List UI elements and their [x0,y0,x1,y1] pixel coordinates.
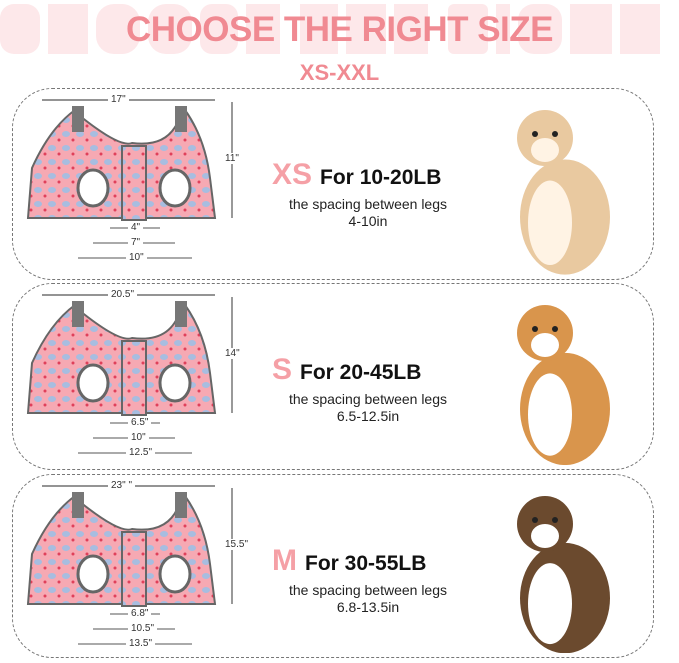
center-leg-spacing: 7" [128,237,144,248]
size-code: S [272,353,293,386]
weight-range: For 20-45LB [300,361,422,384]
spacing-label: the spacing between legs [289,582,447,598]
hammock-diagram [26,294,233,454]
hammock-diagram [26,99,233,259]
outer-leg-spacing: 13.5" [126,638,156,649]
size-panel-m [12,474,654,658]
spacing-value: 4-10in [348,213,388,229]
size-panel-s [12,283,654,470]
weight-range: For 30-55LB [305,552,427,575]
height-dimension: 15.5" [222,539,252,550]
outer-leg-spacing: 10" [126,252,147,263]
inner-leg-spacing: 4" [128,222,144,233]
height-dimension: 11" [222,153,242,164]
height-dimension: 14" [222,348,243,359]
leg-spacing-note: the spacing between legs 6.8-13.5in [262,582,474,616]
spacing-label: the spacing between legs [289,196,447,212]
size-range: XS-XXL [299,60,380,85]
center-leg-spacing: 10.5" [128,623,158,634]
size-code: XS [272,158,313,191]
size-code: M [272,544,297,577]
size-panel-xs [12,88,654,280]
leg-spacing-note: the spacing between legs 6.5-12.5in [262,391,474,425]
size-heading: XS For 10-20LB [272,158,441,192]
spacing-label: the spacing between legs [289,391,447,407]
outer-leg-spacing: 12.5" [126,447,156,458]
spacing-value: 6.5-12.5in [336,408,400,424]
leg-spacing-note: the spacing between legs 4-10in [262,196,474,230]
center-leg-spacing: 10" [128,432,149,443]
inner-leg-spacing: 6.8" [128,608,152,619]
size-heading: M For 30-55LB [272,544,426,578]
width-dimension: 23" " [108,480,136,491]
spacing-value: 6.8-13.5in [336,599,400,615]
page-title: CHOOSE THE RIGHT SIZE [125,10,554,49]
width-dimension: 17" [108,94,129,105]
background-watermark [0,4,660,54]
cat-photo [517,110,610,275]
inner-leg-spacing: 6.5" [128,417,152,428]
hammock-diagram [26,485,233,645]
weight-range: For 10-20LB [320,166,442,189]
corgi-photo [517,305,610,465]
size-heading: S For 20-45LB [272,353,421,387]
beagle-photo [517,496,610,653]
width-dimension: 20.5" [108,289,138,300]
